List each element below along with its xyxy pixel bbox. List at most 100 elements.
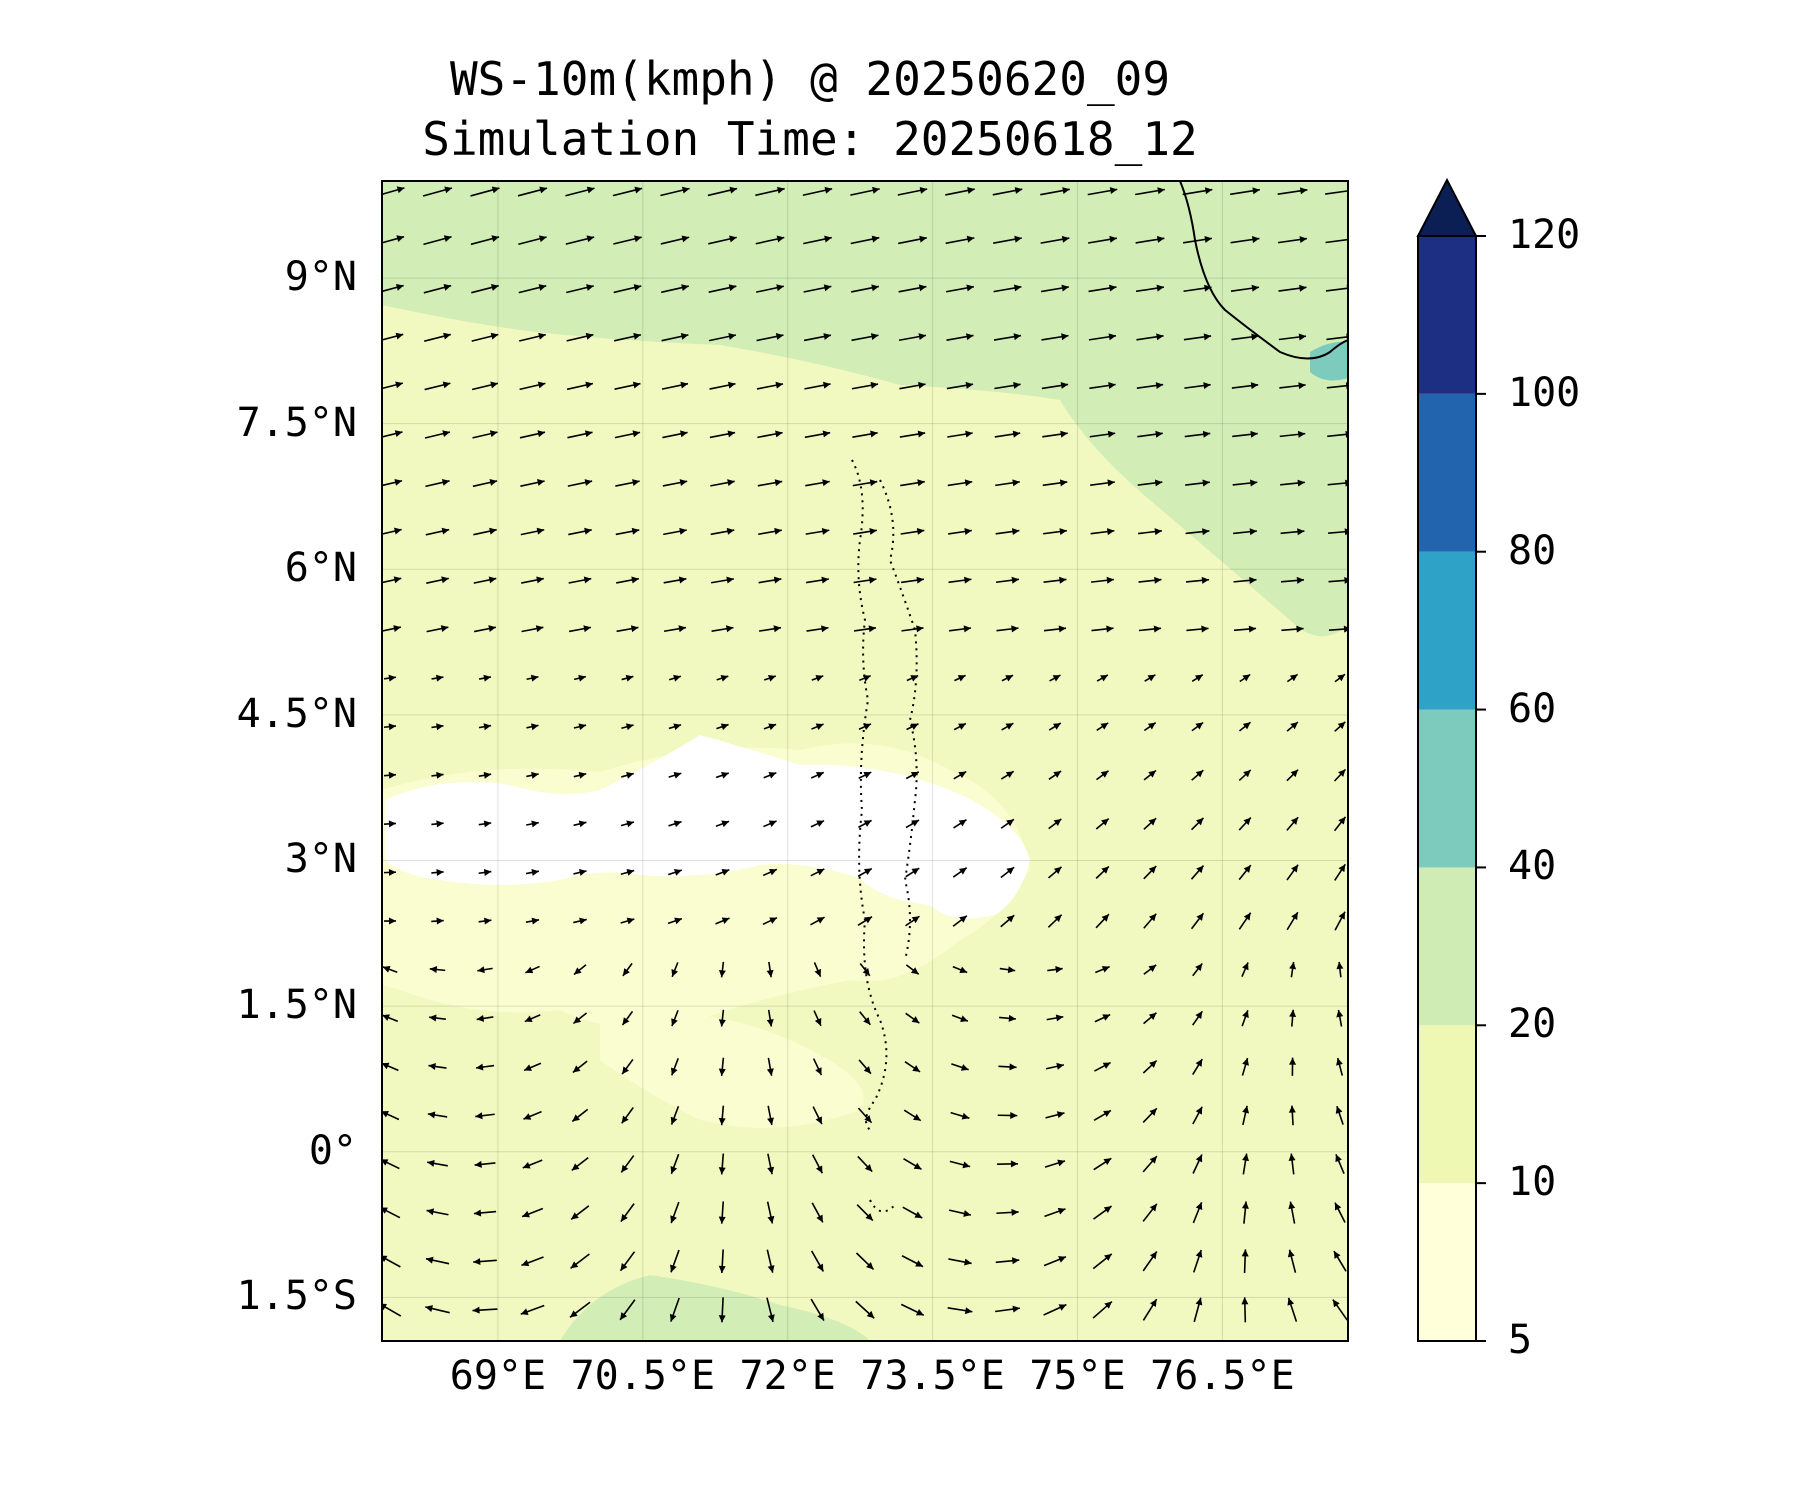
wind-arrow-head xyxy=(1011,528,1020,535)
wind-arrow-head xyxy=(1297,430,1306,438)
wind-arrow-head xyxy=(1104,1301,1112,1309)
wind-arrow-head xyxy=(1154,528,1162,536)
wind-arrow-head xyxy=(1006,915,1015,923)
wind-arrow-head xyxy=(1148,964,1157,972)
wind-arrow-head xyxy=(429,966,438,974)
wind-arrow-head xyxy=(483,771,492,779)
wind-arrow-head xyxy=(426,1208,435,1216)
wind-arrow-head xyxy=(1061,284,1069,292)
wind-arrow-head xyxy=(680,332,689,340)
wind-arrow-head xyxy=(382,1159,389,1166)
wind-arrow-head xyxy=(1106,576,1114,584)
wind-arrow-head xyxy=(673,771,682,779)
wind-arrow-head xyxy=(626,771,634,779)
wind-arrow-head xyxy=(670,1166,678,1174)
wind-arrow-head xyxy=(1058,625,1067,633)
wind-arrow-head xyxy=(586,284,594,291)
wind-arrow-head xyxy=(1338,911,1345,920)
wind-arrow-head xyxy=(774,527,782,535)
map-title: WS-10m(kmph) @ 20250620_09 xyxy=(449,52,1171,106)
wind-arrow-head xyxy=(570,1261,579,1269)
wind-arrow-head xyxy=(917,430,926,438)
wind-arrow-head xyxy=(1296,576,1304,584)
wind-arrow-head xyxy=(768,772,777,779)
wind-arrow-head xyxy=(1062,187,1070,194)
wind-arrow-head xyxy=(727,381,736,389)
wind-arrow-head xyxy=(523,1113,532,1120)
wind-arrow-head xyxy=(1101,914,1109,922)
wind-arrow-head xyxy=(1157,187,1165,195)
wind-arrow-head xyxy=(1109,235,1117,243)
wind-arrow-head xyxy=(388,723,396,731)
wind-arrow-head xyxy=(1012,430,1021,438)
colorbar-tick-label: 40 xyxy=(1508,843,1557,890)
wind-arrow-head xyxy=(1195,1297,1203,1306)
wind-arrow-head xyxy=(822,479,830,487)
wind-arrow-head xyxy=(538,332,546,340)
wind-arrow-head xyxy=(1009,1063,1017,1071)
wind-arrow-head xyxy=(1149,913,1157,922)
wind-arrow-head xyxy=(863,868,872,876)
wind-arrow-head xyxy=(919,235,927,243)
wind-arrow-head xyxy=(1195,1011,1203,1020)
wind-arrow-head xyxy=(585,381,593,389)
wind-arrow-head xyxy=(815,1165,823,1174)
colorbar xyxy=(1416,177,1486,1342)
wind-arrow-head xyxy=(871,235,880,243)
wind-arrow-head xyxy=(631,576,639,584)
wind-arrow-head xyxy=(522,1162,531,1169)
wind-arrow-head xyxy=(1203,382,1211,390)
wind-arrow-shaft xyxy=(1325,238,1348,244)
wind-arrow-head xyxy=(1343,625,1348,633)
wind-arrow-head xyxy=(961,1112,970,1120)
wind-arrow-head xyxy=(766,1068,774,1076)
wind-arrow-head xyxy=(490,381,498,389)
wind-arrow-head xyxy=(864,1115,872,1123)
wind-arrow-head xyxy=(476,1014,485,1022)
wind-arrow-head xyxy=(634,186,643,194)
wind-arrow-head xyxy=(910,967,919,975)
wind-arrow-head xyxy=(425,1305,433,1312)
wind-arrow-head xyxy=(815,675,824,682)
wind-arrow-head xyxy=(776,235,785,243)
wind-arrow-head xyxy=(910,771,919,779)
wind-arrow-head xyxy=(522,1210,530,1218)
wind-arrow-head xyxy=(768,820,777,827)
wind-arrow-head xyxy=(674,917,682,925)
wind-arrow-head xyxy=(957,675,966,682)
wind-arrow-head xyxy=(1061,235,1070,243)
wind-arrow-head xyxy=(1155,382,1164,390)
wind-arrow-head xyxy=(388,820,396,828)
wind-arrow-head xyxy=(718,1117,726,1126)
wind-arrow-head xyxy=(521,1259,530,1267)
maldives-atolls xyxy=(851,459,918,1213)
wind-arrow-head xyxy=(1106,625,1114,633)
wind-arrow-head xyxy=(474,1160,482,1168)
wind-arrow-head xyxy=(1202,528,1210,536)
wind-arrow-head xyxy=(491,186,500,194)
wind-arrow-head xyxy=(388,917,396,925)
colorbar-tick-label: 10 xyxy=(1508,1159,1557,1206)
wind-arrow-head xyxy=(1338,864,1346,873)
wind-arrow-head xyxy=(964,528,972,535)
wind-arrow-head xyxy=(1107,430,1116,438)
colorbar-tick-label: 60 xyxy=(1508,685,1557,732)
wind-arrow-head xyxy=(911,916,920,924)
wind-arrow-head xyxy=(821,625,829,633)
wind-arrow-head xyxy=(1052,675,1061,682)
wind-arrow-head xyxy=(489,430,498,438)
wind-arrow-head xyxy=(767,1117,774,1126)
wind-arrow-head xyxy=(620,1312,628,1320)
colorbar-tick-label: 5 xyxy=(1508,1317,1533,1363)
wind-arrow-head xyxy=(965,381,974,389)
wind-arrow-head xyxy=(1056,1111,1065,1119)
wind-arrow-head xyxy=(1196,817,1204,826)
wind-arrow-head xyxy=(1013,284,1022,292)
wind-arrow-head xyxy=(958,723,966,730)
lon-tick-label: 72°E xyxy=(739,1353,836,1399)
wind-arrow-head xyxy=(773,576,782,584)
map-frame xyxy=(381,180,1349,1342)
wind-arrow-head xyxy=(436,917,444,925)
wind-arrow-head xyxy=(1203,333,1212,341)
wind-arrow-head xyxy=(965,333,974,341)
